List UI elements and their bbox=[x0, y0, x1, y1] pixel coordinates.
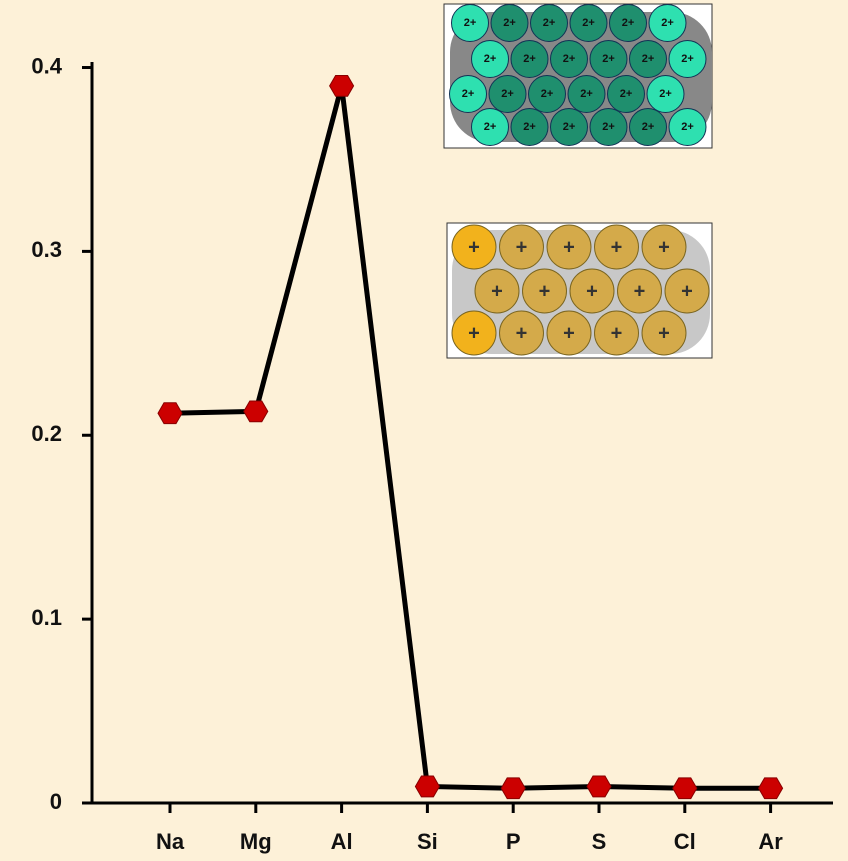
y-tick-label: 0.3 bbox=[31, 237, 62, 262]
ion-label: 2+ bbox=[563, 121, 576, 133]
y-tick-label: 0.4 bbox=[31, 53, 62, 78]
chart: 2+ 2+ 2+ 2+ 2+ 2+ 2+ 2+ 2+ 2+ 2+ 2+ 2+ 2+ 2+ 2+ 2+ 2+ 2+ 2+… bbox=[0, 0, 848, 861]
ion-label: + bbox=[658, 322, 670, 344]
ion-label: 2+ bbox=[661, 17, 674, 29]
ion-label: + bbox=[516, 236, 528, 258]
ion-label: 2+ bbox=[462, 88, 475, 100]
ion-label: + bbox=[611, 236, 623, 258]
y-tick-label: 0.2 bbox=[31, 421, 62, 446]
ion-label: + bbox=[563, 236, 575, 258]
x-tick-label: Cl bbox=[674, 829, 696, 854]
ion-label: + bbox=[611, 322, 623, 344]
ion-label: 2+ bbox=[582, 17, 595, 29]
ion-label: 2+ bbox=[681, 53, 694, 65]
ion-label: 2+ bbox=[523, 121, 536, 133]
ion-label: + bbox=[658, 236, 670, 258]
ion-label: 2+ bbox=[622, 17, 635, 29]
ion-label: 2+ bbox=[681, 121, 694, 133]
ion-label: 2+ bbox=[642, 121, 655, 133]
ion-label: 2+ bbox=[484, 121, 497, 133]
x-tick-label: P bbox=[506, 829, 521, 854]
ion-label: + bbox=[586, 280, 598, 302]
x-tick-label: Na bbox=[156, 829, 185, 854]
ion-label: 2+ bbox=[602, 53, 615, 65]
x-tick-label: Mg bbox=[240, 829, 272, 854]
ion-label: + bbox=[468, 322, 480, 344]
x-tick-label: Al bbox=[331, 829, 353, 854]
ion-label: 2+ bbox=[501, 88, 514, 100]
ion-label: 2+ bbox=[541, 88, 554, 100]
ion-label: 2+ bbox=[659, 88, 672, 100]
ion-label: + bbox=[539, 280, 551, 302]
ion-label: 2+ bbox=[464, 17, 477, 29]
ion-label: + bbox=[491, 280, 503, 302]
ion-label: 2+ bbox=[580, 88, 593, 100]
x-tick-label: Si bbox=[417, 829, 438, 854]
ion-label: 2+ bbox=[642, 53, 655, 65]
ion-label: + bbox=[468, 236, 480, 258]
ion-label: 2+ bbox=[503, 17, 516, 29]
background bbox=[0, 0, 848, 861]
y-tick-label: 0 bbox=[50, 789, 62, 814]
x-tick-label: Ar bbox=[758, 829, 783, 854]
ion-label: + bbox=[681, 280, 693, 302]
y-tick-label: 0.1 bbox=[31, 605, 62, 630]
ion-label: + bbox=[516, 322, 528, 344]
ion-label: 2+ bbox=[602, 121, 615, 133]
x-tick-label: S bbox=[592, 829, 607, 854]
ion-label: 2+ bbox=[620, 88, 633, 100]
ion-label: 2+ bbox=[484, 53, 497, 65]
ion-label: + bbox=[634, 280, 646, 302]
ion-label: + bbox=[563, 322, 575, 344]
ion-label: 2+ bbox=[563, 53, 576, 65]
ion-label: 2+ bbox=[543, 17, 556, 29]
ion-label: 2+ bbox=[523, 53, 536, 65]
